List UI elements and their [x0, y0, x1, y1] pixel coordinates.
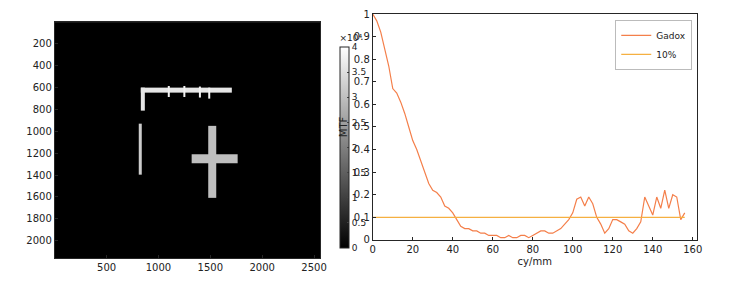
svg-text:cy/mm: cy/mm	[518, 256, 552, 267]
svg-text:0.9: 0.9	[354, 31, 370, 42]
svg-text:0.5: 0.5	[352, 218, 366, 228]
svg-text:1600: 1600	[26, 191, 51, 202]
svg-text:0.6: 0.6	[354, 99, 370, 110]
svg-text:0.2: 0.2	[354, 189, 370, 200]
svg-text:0.1: 0.1	[354, 212, 370, 223]
svg-text:0.4: 0.4	[354, 144, 370, 155]
svg-text:3: 3	[352, 92, 358, 102]
svg-text:800: 800	[33, 104, 52, 115]
svg-text:40: 40	[446, 244, 459, 255]
svg-text:1400: 1400	[26, 170, 51, 181]
svg-text:1500: 1500	[198, 262, 223, 273]
svg-text:400: 400	[33, 60, 52, 71]
svg-text:80: 80	[526, 244, 539, 255]
svg-text:0.8: 0.8	[354, 54, 370, 65]
svg-text:500: 500	[97, 262, 116, 273]
svg-text:2500: 2500	[301, 262, 326, 273]
svg-text:1000: 1000	[26, 126, 51, 137]
svg-text:2.5: 2.5	[352, 118, 366, 128]
svg-text:100: 100	[563, 244, 582, 255]
svg-text:0: 0	[370, 244, 376, 255]
svg-text:1: 1	[352, 193, 358, 203]
svg-text:2: 2	[352, 143, 358, 153]
svg-text:MTF: MTF	[338, 117, 349, 138]
svg-text:0.5: 0.5	[354, 121, 370, 132]
svg-text:0.3: 0.3	[354, 167, 370, 178]
svg-text:1: 1	[363, 9, 369, 20]
svg-text:20: 20	[406, 244, 419, 255]
svg-text:4: 4	[352, 42, 358, 52]
svg-text:120: 120	[603, 244, 622, 255]
svg-text:140: 140	[643, 244, 662, 255]
svg-text:3.5: 3.5	[352, 67, 366, 77]
svg-text:160: 160	[683, 244, 702, 255]
svg-text:Gadox: Gadox	[656, 31, 685, 41]
svg-text:60: 60	[486, 244, 499, 255]
svg-text:2000: 2000	[249, 262, 274, 273]
svg-text:0: 0	[363, 234, 369, 245]
svg-text:0.7: 0.7	[354, 76, 370, 87]
svg-text:2000: 2000	[26, 235, 51, 246]
svg-text:10%: 10%	[656, 50, 676, 60]
svg-text:1200: 1200	[26, 148, 51, 159]
svg-text:200: 200	[33, 38, 52, 49]
svg-text:1.5: 1.5	[352, 168, 366, 178]
svg-text:1800: 1800	[26, 213, 51, 224]
svg-text:1000: 1000	[146, 262, 171, 273]
svg-text:×10⁴: ×10⁴	[340, 33, 363, 43]
svg-text:600: 600	[33, 82, 52, 93]
svg-text:0: 0	[352, 243, 358, 253]
